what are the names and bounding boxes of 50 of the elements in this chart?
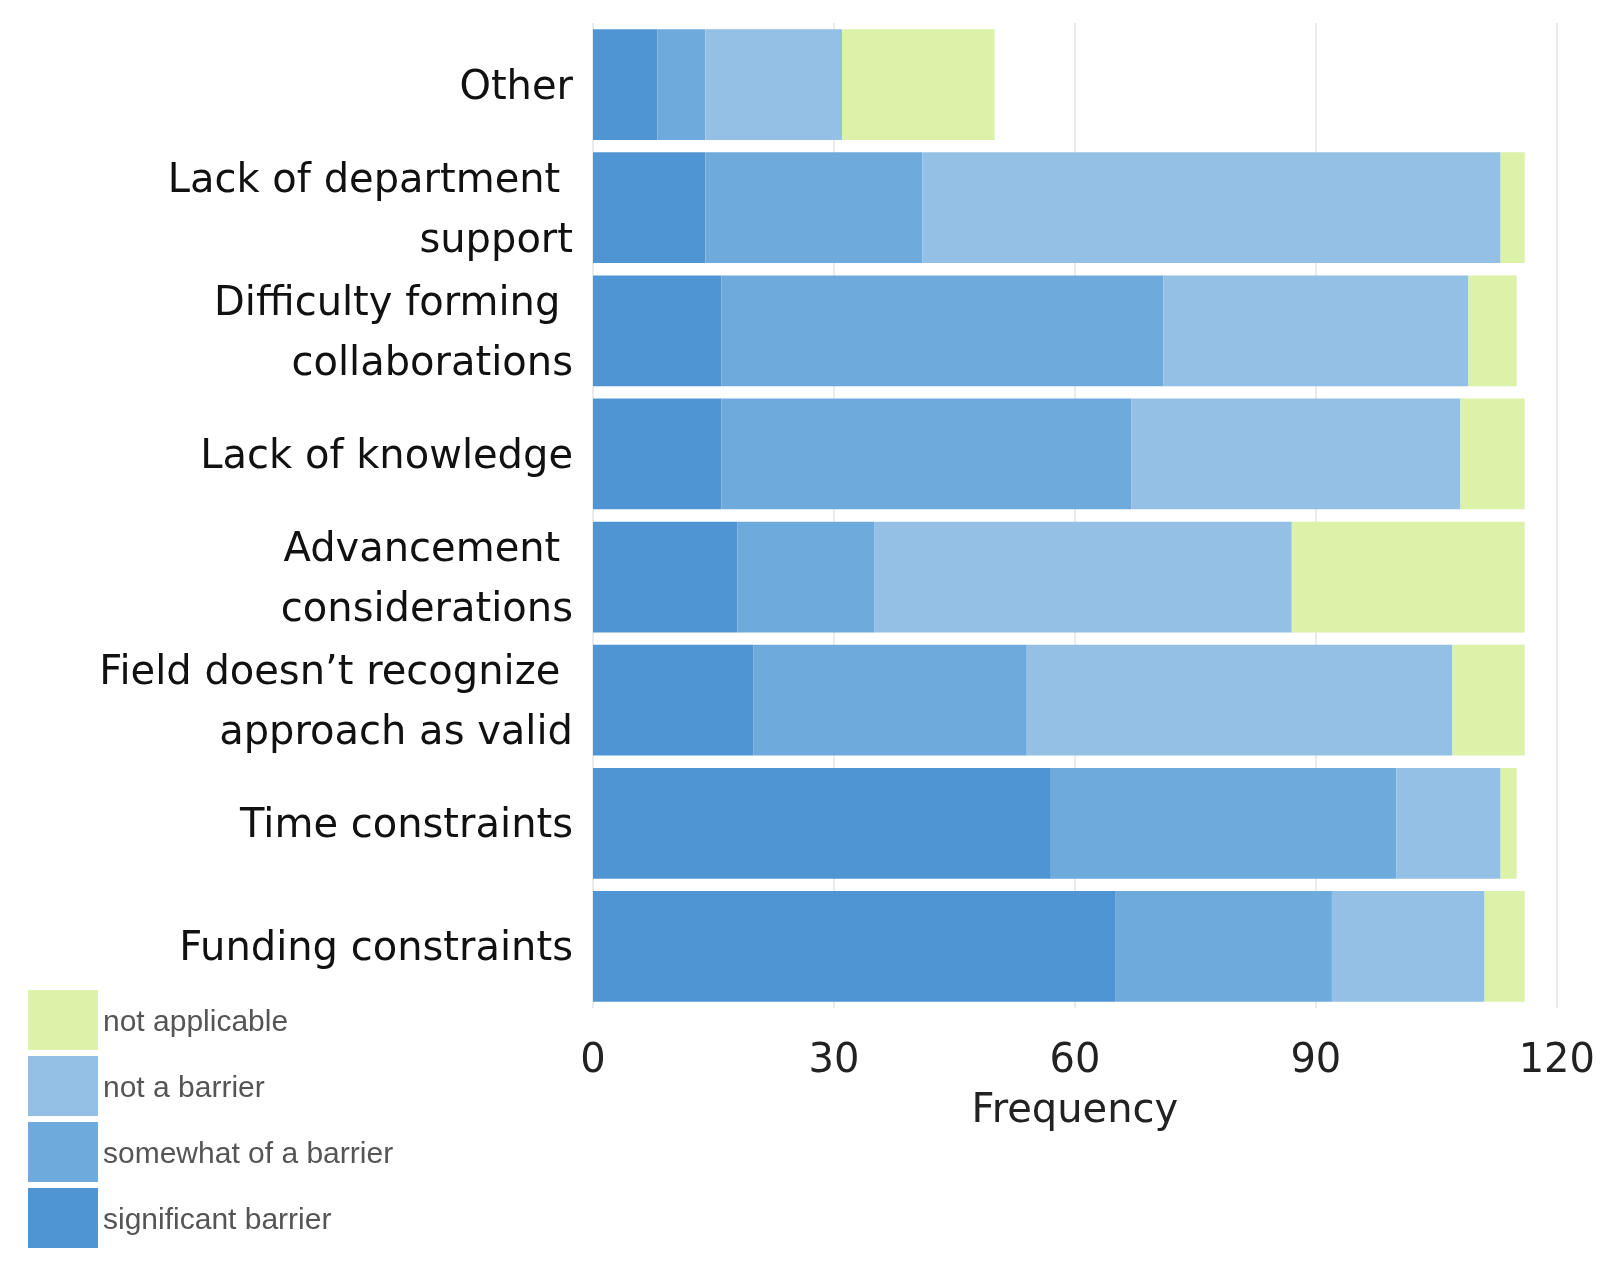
y-tick-label: Difficulty forming collaborations: [214, 277, 573, 384]
bar: [841, 29, 995, 140]
bar: [1291, 521, 1525, 633]
bar: [1452, 644, 1525, 756]
bar: [922, 152, 1501, 264]
bar: [721, 275, 1164, 387]
bar: [1460, 398, 1525, 510]
bar: [657, 29, 706, 140]
y-tick-label: Field doesn’t recognize approach as valid: [99, 647, 573, 754]
bar: [593, 29, 658, 140]
bar: [737, 521, 875, 633]
bar: [593, 644, 754, 756]
bar: [705, 152, 923, 264]
bar: [1331, 891, 1485, 1002]
bar: [593, 767, 1051, 879]
bar: [593, 152, 706, 264]
y-tick-label: Lack of knowledge: [200, 430, 573, 477]
y-tick-label: Advancement considerations: [280, 524, 573, 631]
bar: [1163, 275, 1469, 387]
x-tick-label: 90: [1290, 1035, 1342, 1081]
bar: [1115, 891, 1332, 1002]
bar: [705, 29, 842, 140]
legend-label: not applicable: [103, 1003, 289, 1037]
bar: [1396, 767, 1501, 879]
bar: [593, 398, 722, 510]
bar: [593, 521, 738, 633]
x-axis-title: Frequency: [971, 1085, 1179, 1131]
legend-label: somewhat of a barrier: [103, 1135, 394, 1169]
legend-label: not a barrier: [103, 1069, 265, 1103]
bar: [1500, 152, 1525, 264]
bar: [1500, 767, 1517, 879]
legend-label: significant barrier: [103, 1201, 332, 1235]
x-tick-label: 120: [1518, 1035, 1596, 1081]
y-tick-label: Funding constraints: [179, 923, 573, 970]
y-tick-label: Time constraints: [239, 800, 573, 847]
x-tick-label: 0: [580, 1035, 606, 1081]
bar: [1468, 275, 1517, 387]
bar: [1484, 891, 1525, 1002]
y-tick-label: Lack of department support: [167, 154, 573, 261]
bar: [1050, 767, 1397, 879]
x-tick-label: 60: [1049, 1035, 1101, 1081]
bar: [593, 275, 722, 387]
bar: [1131, 398, 1461, 510]
bar: [753, 644, 1027, 756]
bar: [874, 521, 1292, 633]
bar: [1026, 644, 1453, 756]
bar: [721, 398, 1132, 510]
x-tick-label: 30: [808, 1035, 860, 1081]
y-tick-label: Other: [459, 61, 574, 108]
bar: [593, 891, 1116, 1002]
